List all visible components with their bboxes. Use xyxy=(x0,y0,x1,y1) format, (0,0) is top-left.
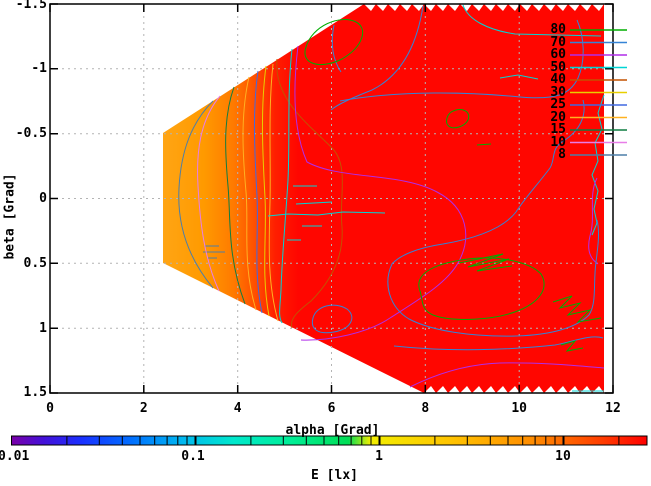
y-tick-label-1: -1 xyxy=(31,61,47,76)
legend-label-80: 80 xyxy=(550,22,566,37)
y-tick-label-0: -1.5 xyxy=(15,0,47,12)
colorbar-tick-01: 0.1 xyxy=(181,449,205,464)
y-tick-label-3: 0 xyxy=(39,191,47,206)
x-tick-label-2: 4 xyxy=(233,401,242,416)
colorbar-tick-10: 10 xyxy=(555,449,571,464)
legend-label-20: 20 xyxy=(550,109,566,125)
colorbar-tick-001: 0.01 xyxy=(0,449,30,464)
x-tick-label-1: 2 xyxy=(139,401,148,416)
contour-50 xyxy=(267,4,605,392)
y-tick-label-2: -0.5 xyxy=(15,126,47,141)
contour-80 xyxy=(304,19,602,352)
legend-label-15: 15 xyxy=(550,122,566,137)
x-tick-label-6: 12 xyxy=(605,401,621,416)
legend-label-25: 25 xyxy=(550,97,566,112)
contour-60 xyxy=(294,45,605,388)
data-region-fill xyxy=(163,4,604,393)
x-axis-label: alpha [Grad] xyxy=(285,423,380,438)
colorbar-major-ticks xyxy=(194,436,565,445)
y-tick-label-4: 0.5 xyxy=(23,256,47,271)
contour-8 xyxy=(178,100,225,289)
legend-label-10: 10 xyxy=(550,134,566,150)
colorbar-label: E [lx] xyxy=(311,468,358,483)
x-tick-label-3: 6 xyxy=(327,401,336,416)
legend-label-70: 70 xyxy=(550,34,566,50)
colorbar-minor-ticks xyxy=(66,436,620,445)
contour-10 xyxy=(197,95,221,292)
y-tick-label-5: 1 xyxy=(39,321,47,336)
legend-label-40: 40 xyxy=(550,72,566,87)
x-tick-label-4: 8 xyxy=(421,401,430,416)
contour-70 xyxy=(311,5,604,351)
legend-label-50: 50 xyxy=(550,59,566,75)
contour-30 xyxy=(261,65,270,317)
legend-label-60: 60 xyxy=(550,47,566,62)
contour-40 xyxy=(276,58,343,329)
legend-sample-lines xyxy=(570,29,627,156)
legend-label-8: 8 xyxy=(558,147,566,162)
contour-25 xyxy=(253,70,263,314)
contour-15 xyxy=(225,86,246,305)
legend-label-30: 30 xyxy=(550,84,566,100)
colorbar-tick-1: 1 xyxy=(375,449,383,464)
colorbar xyxy=(11,435,648,446)
x-tick-label-0: 0 xyxy=(46,401,54,416)
x-tick-label-5: 10 xyxy=(511,401,528,416)
axis-tick-marks xyxy=(49,3,614,394)
contour-20 xyxy=(242,63,279,322)
y-axis-label: beta [Grad] xyxy=(2,173,18,260)
y-tick-label-6: 1.5 xyxy=(23,385,47,400)
